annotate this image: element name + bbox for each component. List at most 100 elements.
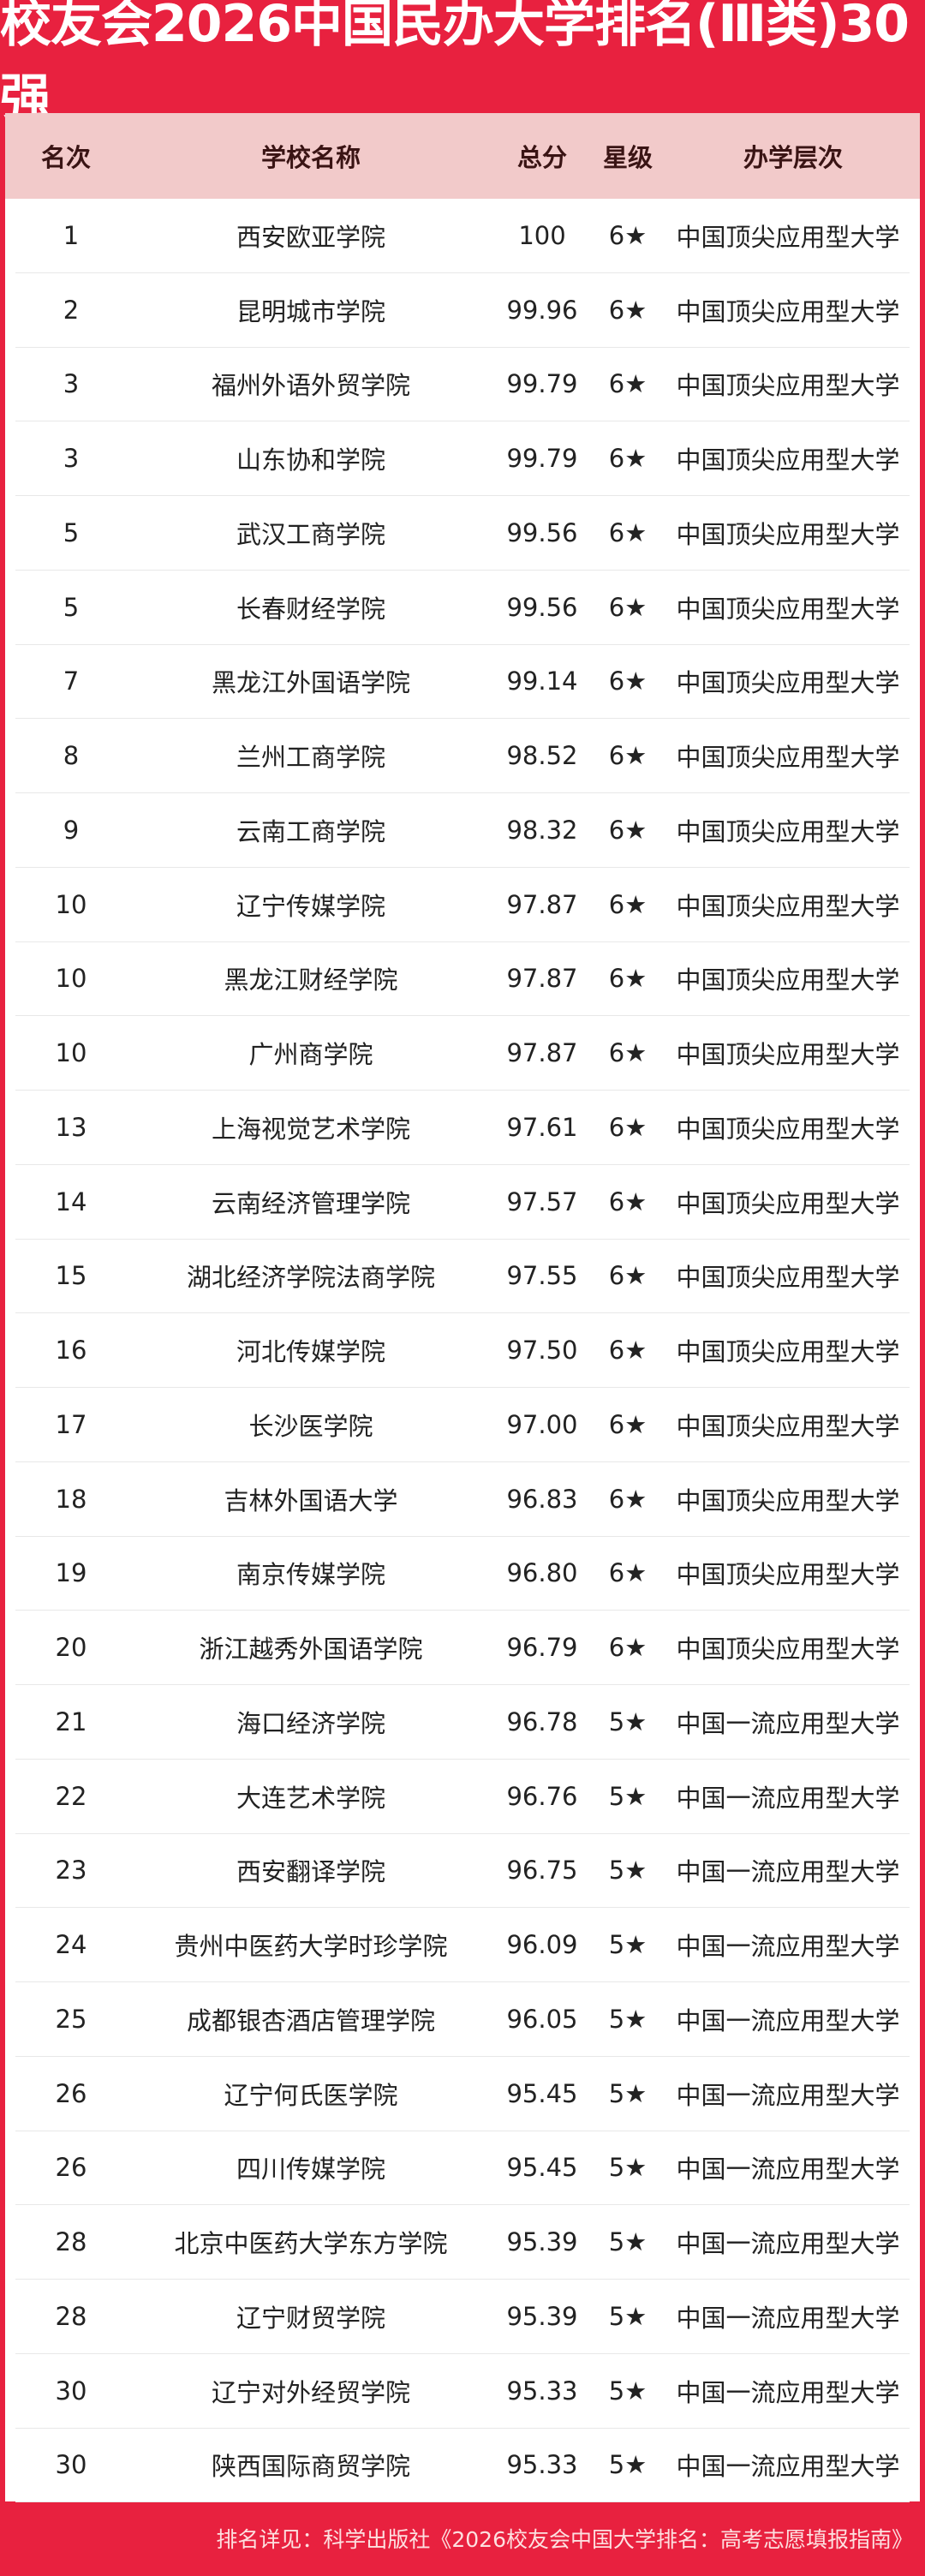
score-cell: 96.75 [506, 1856, 578, 1886]
stars-cell: 6★ [608, 964, 648, 994]
table-row: 10 辽宁传媒学院 97.87 6★ 中国顶尖应用型大学 [15, 868, 910, 942]
rank-cell: 21 [55, 1706, 87, 1736]
level-cell: 中国顶尖应用型大学 [676, 1635, 900, 1665]
name-cell: 辽宁传媒学院 [236, 891, 385, 921]
stars-cell: 6★ [608, 1558, 648, 1588]
score-cell: 97.55 [506, 1261, 578, 1291]
rank-cell: 10 [55, 889, 87, 919]
name-cell: 上海视觉艺术学院 [211, 1114, 410, 1144]
table-row: 17 长沙医学院 97.00 6★ 中国顶尖应用型大学 [15, 1388, 910, 1462]
table-row: 7 黑龙江外国语学院 99.14 6★ 中国顶尖应用型大学 [15, 645, 910, 720]
rank-cell: 8 [63, 741, 80, 771]
level-cell: 中国顶尖应用型大学 [676, 1263, 900, 1293]
page-title: 校友会2026中国民办大学排名(Ⅲ类)30强 [0, 0, 910, 129]
name-cell: 兰州工商学院 [236, 743, 385, 773]
level-cell: 中国顶尖应用型大学 [676, 1485, 900, 1515]
table-row: 25 成都银杏酒店管理学院 96.05 5★ 中国一流应用型大学 [15, 1982, 910, 2057]
score-cell: 95.45 [506, 2078, 578, 2108]
stars-cell: 5★ [608, 1781, 648, 1811]
score-cell: 97.57 [506, 1186, 578, 1216]
rank-cell: 24 [55, 1930, 87, 1960]
level-cell: 中国顶尖应用型大学 [676, 1337, 900, 1367]
score-cell: 97.87 [506, 964, 578, 994]
table-body: 1 西安欧亚学院 100 6★ 中国顶尖应用型大学 2 昆明城市学院 99.96 6★ 中国顶尖应… [5, 199, 920, 2503]
score-cell: 95.39 [506, 2227, 578, 2257]
rank-cell: 26 [55, 2078, 87, 2108]
stars-cell: 6★ [608, 1336, 648, 1366]
table-row: 26 辽宁何氏医学院 95.45 5★ 中国一流应用型大学 [15, 2057, 910, 2131]
name-cell: 吉林外国语大学 [224, 1485, 398, 1515]
stars-cell: 6★ [608, 1409, 648, 1439]
level-cell: 中国一流应用型大学 [676, 2303, 900, 2333]
table-row: 22 大连艺术学院 96.76 5★ 中国一流应用型大学 [15, 1760, 910, 1834]
rank-cell: 26 [55, 2153, 87, 2183]
rank-cell: 7 [63, 666, 80, 696]
table-row: 24 贵州中医药大学时珍学院 96.09 5★ 中国一流应用型大学 [15, 1908, 910, 1982]
name-cell: 陕西国际商贸学院 [211, 2452, 410, 2482]
table-row: 3 山东协和学院 99.79 6★ 中国顶尖应用型大学 [15, 421, 910, 496]
stars-cell: 6★ [608, 220, 648, 250]
score-cell: 97.50 [506, 1336, 578, 1366]
rank-cell: 30 [55, 2376, 87, 2406]
level-cell: 中国顶尖应用型大学 [676, 668, 900, 698]
name-cell: 云南工商学院 [236, 816, 385, 846]
level-cell: 中国顶尖应用型大学 [676, 371, 900, 401]
name-cell: 长春财经学院 [236, 594, 385, 624]
name-cell: 贵州中医药大学时珍学院 [174, 1932, 448, 1962]
table-row: 10 广州商学院 97.87 6★ 中国顶尖应用型大学 [15, 1016, 910, 1091]
rank-cell: 2 [63, 295, 80, 325]
score-cell: 98.52 [506, 741, 578, 771]
score-cell: 97.61 [506, 1112, 578, 1142]
level-cell: 中国顶尖应用型大学 [676, 594, 900, 624]
name-cell: 河北传媒学院 [236, 1337, 385, 1367]
name-cell: 黑龙江财经学院 [224, 965, 398, 995]
name-cell: 浙江越秀外国语学院 [199, 1635, 423, 1665]
rank-cell: 5 [63, 592, 80, 622]
table-row: 1 西安欧亚学院 100 6★ 中国顶尖应用型大学 [15, 199, 910, 273]
rank-cell: 20 [55, 1633, 87, 1663]
name-cell: 西安欧亚学院 [236, 222, 385, 252]
rank-cell: 28 [55, 2301, 87, 2331]
stars-cell: 6★ [608, 1261, 648, 1291]
table-row: 28 辽宁财贸学院 95.39 5★ 中国一流应用型大学 [15, 2280, 910, 2354]
level-cell: 中国顶尖应用型大学 [676, 1411, 900, 1441]
rank-cell: 15 [55, 1261, 87, 1291]
name-cell: 黑龙江外国语学院 [211, 668, 410, 698]
rank-cell: 9 [63, 815, 80, 845]
stars-cell: 6★ [608, 369, 648, 399]
rank-cell: 3 [63, 444, 80, 474]
name-cell: 广州商学院 [248, 1040, 373, 1070]
stars-cell: 5★ [608, 2301, 648, 2331]
name-cell: 辽宁对外经贸学院 [211, 2377, 410, 2407]
rank-cell: 22 [55, 1781, 87, 1811]
level-cell: 中国顶尖应用型大学 [676, 743, 900, 773]
stars-cell: 5★ [608, 2004, 648, 2034]
stars-cell: 6★ [608, 517, 648, 547]
level-cell: 中国顶尖应用型大学 [676, 445, 900, 475]
rank-cell: 13 [55, 1112, 87, 1142]
score-cell: 96.83 [506, 1484, 578, 1514]
rank-cell: 18 [55, 1484, 87, 1514]
header-rank: 名次 [40, 143, 91, 172]
stars-cell: 5★ [608, 2227, 648, 2257]
stars-cell: 6★ [608, 741, 648, 771]
rank-cell: 28 [55, 2227, 87, 2257]
name-cell: 西安翻译学院 [236, 1857, 385, 1887]
table-row: 18 吉林外国语大学 96.83 6★ 中国顶尖应用型大学 [15, 1462, 910, 1537]
stars-cell: 6★ [608, 1186, 648, 1216]
score-cell: 95.45 [506, 2153, 578, 2183]
header-score: 总分 [516, 143, 567, 172]
score-cell: 99.56 [506, 517, 578, 547]
name-cell: 长沙医学院 [248, 1411, 373, 1441]
rank-cell: 25 [55, 2004, 87, 2034]
rank-cell: 3 [63, 369, 80, 399]
level-cell: 中国一流应用型大学 [676, 1932, 900, 1962]
table-row: 10 黑龙江财经学院 97.87 6★ 中国顶尖应用型大学 [15, 942, 910, 1017]
stars-cell: 6★ [608, 1633, 648, 1663]
level-cell: 中国顶尖应用型大学 [676, 891, 900, 921]
level-cell: 中国顶尖应用型大学 [676, 296, 900, 326]
name-cell: 大连艺术学院 [236, 1783, 385, 1813]
table-row: 15 湖北经济学院法商学院 97.55 6★ 中国顶尖应用型大学 [15, 1240, 910, 1314]
score-cell: 99.79 [506, 369, 578, 399]
score-cell: 99.96 [506, 295, 578, 325]
